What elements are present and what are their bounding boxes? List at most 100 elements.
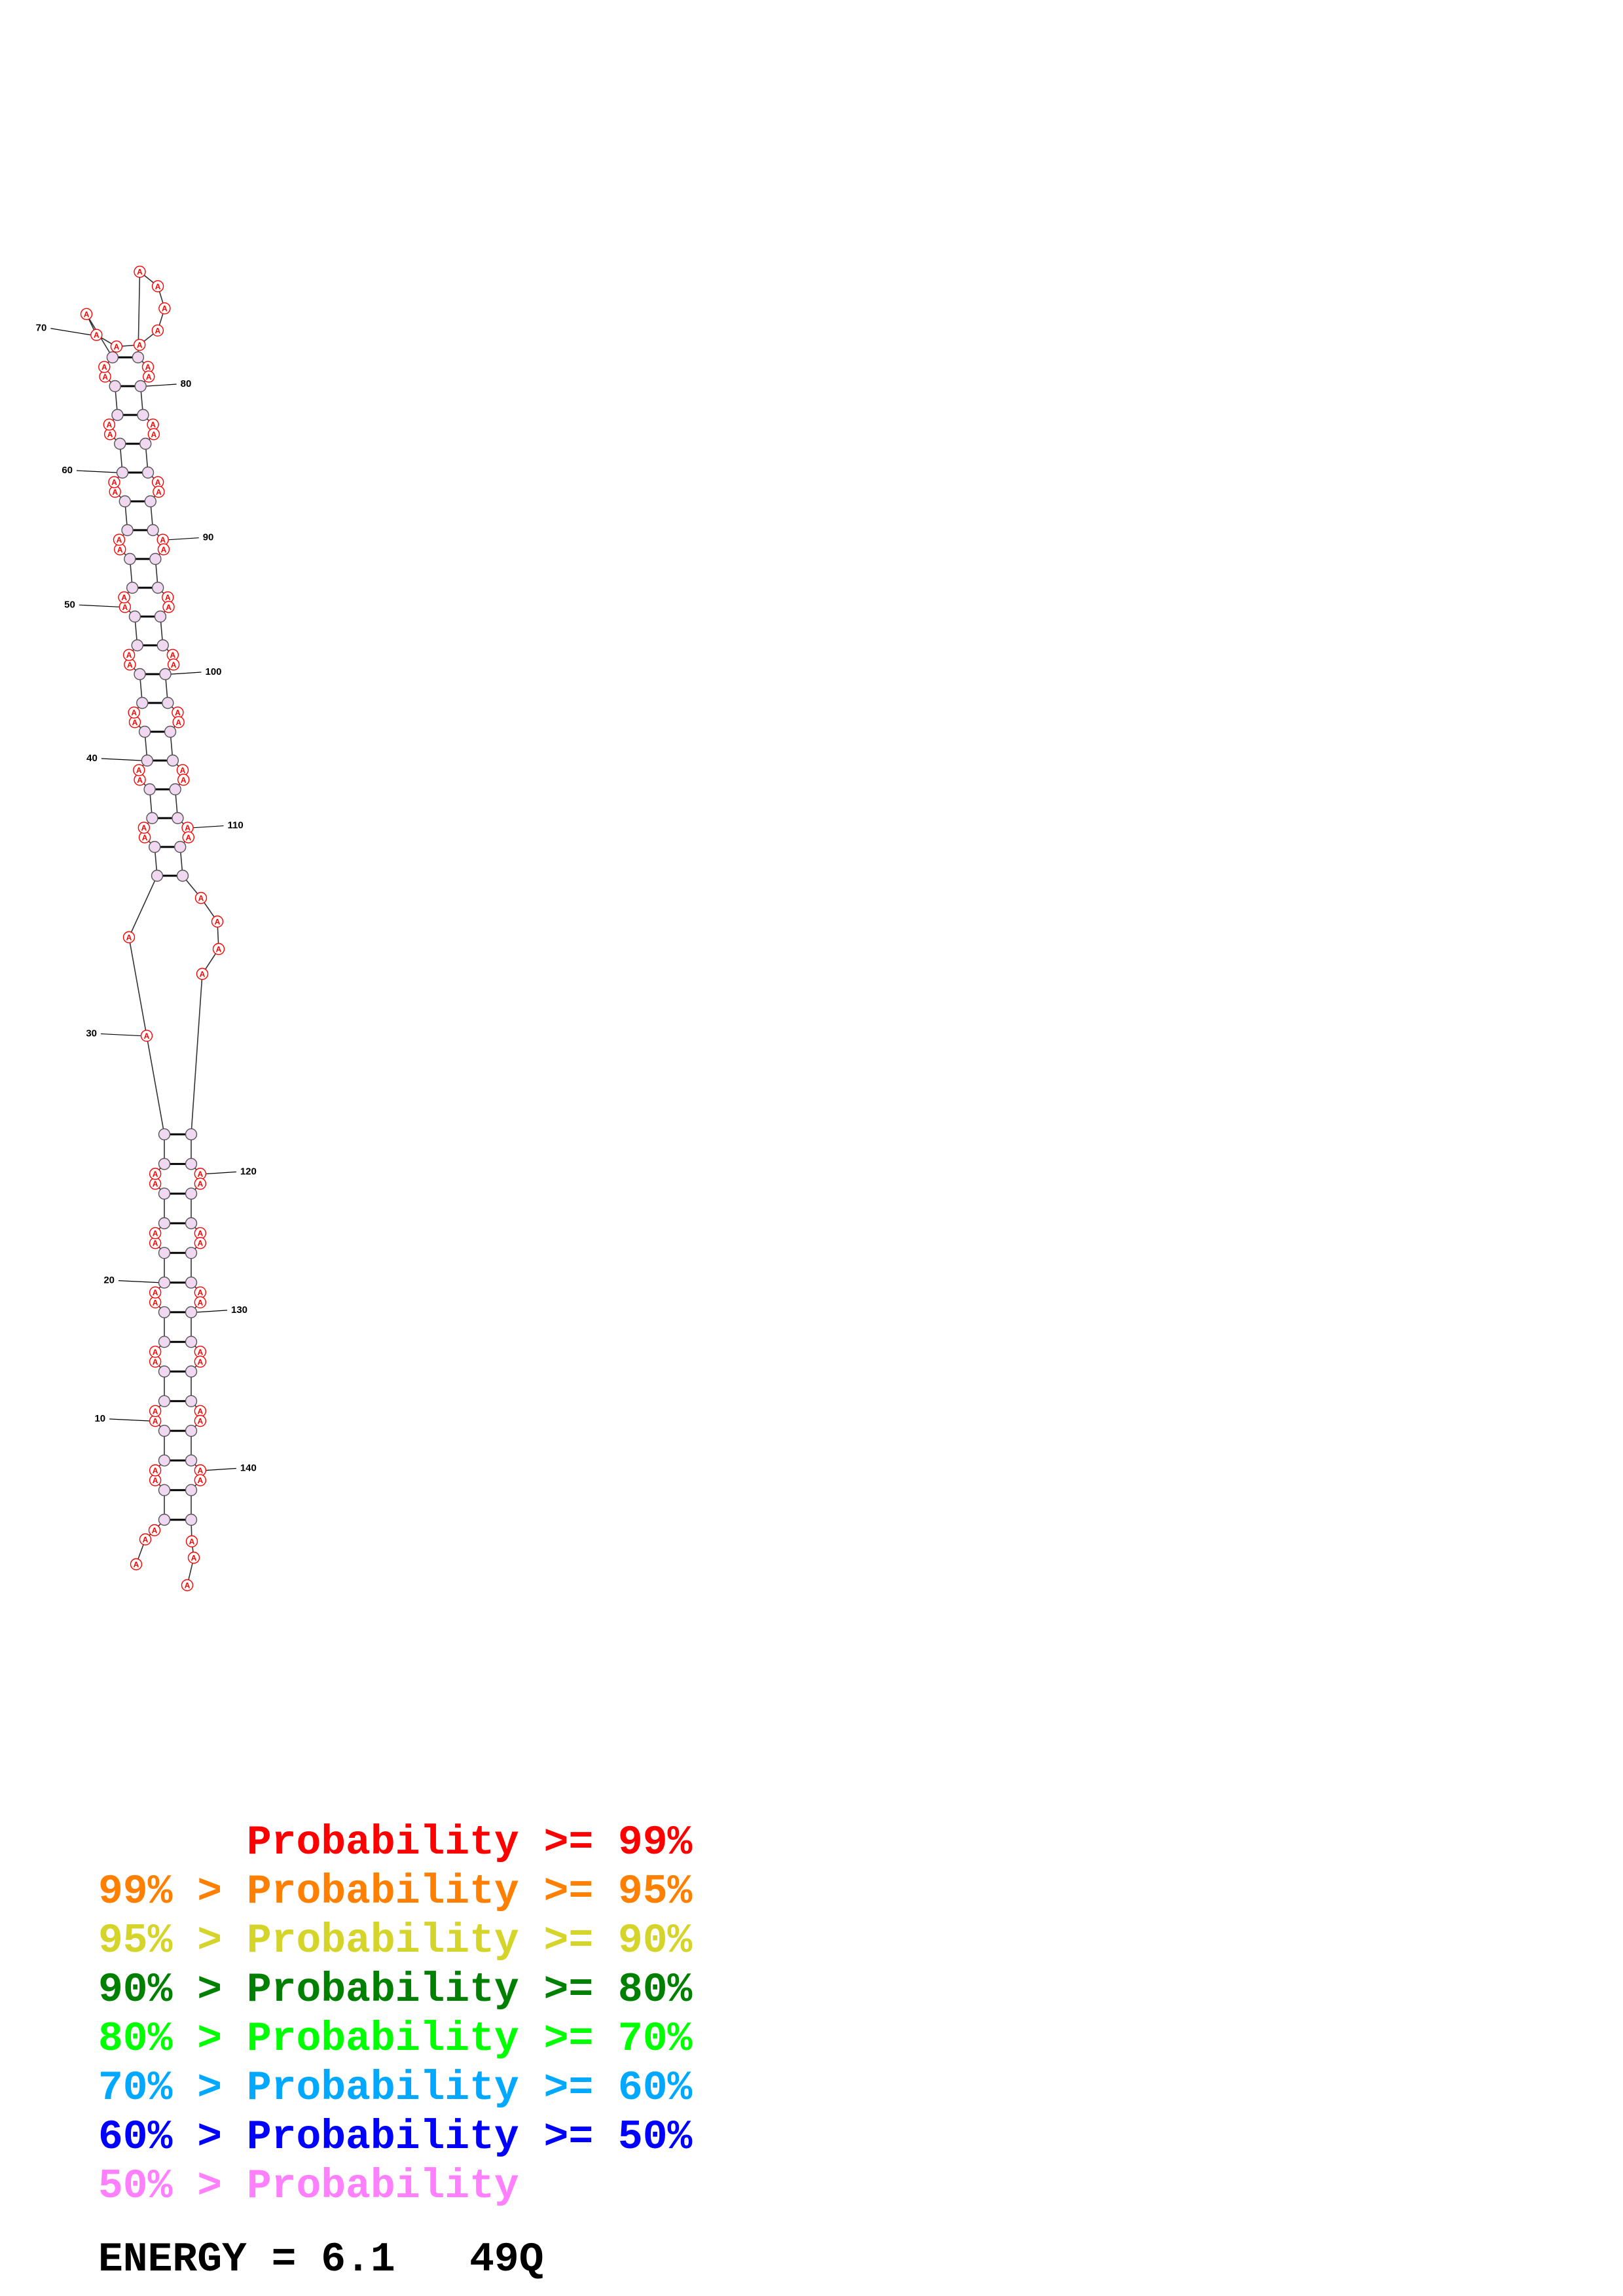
nucleotide-unpaired: A — [149, 1464, 162, 1477]
nucleotide-letter: A — [153, 1417, 158, 1426]
position-label: 20 — [103, 1275, 115, 1286]
nucleotide-circle — [166, 754, 179, 767]
nucleotide-paired — [158, 1424, 171, 1437]
nucleotide-circle — [116, 466, 129, 479]
nucleotide-paired — [185, 1306, 198, 1319]
nucleotide-circle — [132, 351, 145, 364]
nucleotide-letter: A — [165, 593, 171, 602]
position-tick — [206, 1467, 236, 1471]
nucleotide-letter: A — [198, 1298, 204, 1307]
nucleotide-unpaired: A — [194, 1286, 207, 1299]
nucleotide-circle — [124, 552, 136, 565]
nucleotide-circle — [169, 783, 181, 796]
nucleotide-circle — [185, 1158, 198, 1170]
nucleotide-circle — [133, 338, 146, 351]
nucleotide-circle — [158, 1365, 171, 1378]
nucleotide-unpaired: A — [122, 931, 136, 944]
nucleotide-letter: A — [185, 1581, 191, 1590]
nucleotide-circle — [211, 915, 224, 928]
nucleotide-letter: A — [153, 1357, 158, 1367]
nucleotide-circle — [143, 783, 156, 796]
nucleotide-letter: A — [200, 970, 206, 979]
nucleotide-unpaired: A — [143, 370, 155, 383]
nucleotide-paired — [151, 581, 164, 594]
nucleotide-letter: A — [146, 372, 152, 382]
nucleotide-circle — [133, 764, 145, 776]
nucleotide-paired — [138, 725, 151, 738]
nucleotide-letter: A — [153, 1407, 158, 1416]
position-label: 110 — [228, 820, 244, 831]
nucleotide-paired — [154, 610, 167, 623]
nucleotide-unpaired: A — [110, 340, 123, 353]
nucleotide-circle — [144, 495, 157, 508]
position-tick — [118, 1280, 159, 1283]
nucleotide-circle — [162, 601, 175, 613]
nucleotide-letter: A — [151, 430, 156, 439]
nucleotide-circle — [196, 967, 209, 980]
nucleotide-circle — [148, 1524, 161, 1537]
nucleotide-letter: A — [111, 478, 117, 487]
nucleotide-circle — [158, 1158, 171, 1170]
nucleotide-circle — [158, 1335, 171, 1348]
nucleotide-circle — [137, 408, 149, 422]
nucleotide-unpaired: A — [133, 338, 146, 351]
position-tick — [193, 825, 224, 829]
nucleotide-circle — [146, 812, 158, 825]
nucleotide-letter: A — [145, 363, 151, 372]
nucleotide-letter: A — [198, 1348, 204, 1357]
nucleotide-unpaired: A — [148, 1524, 161, 1537]
nucleotide-unpaired: A — [172, 716, 185, 728]
nucleotide-letter: A — [198, 1179, 204, 1189]
nucleotide-circle — [185, 1395, 198, 1408]
nucleotide-paired — [169, 783, 181, 796]
nucleotide-paired — [174, 840, 187, 853]
nucleotide-letter: A — [136, 766, 142, 775]
nucleotide-letter: A — [198, 1229, 204, 1238]
position-label: 130 — [231, 1304, 247, 1316]
nucleotide-letter: A — [175, 708, 181, 717]
nucleotide-circle — [106, 351, 119, 364]
nucleotide-letter: A — [117, 535, 122, 545]
nucleotide-paired — [185, 1365, 198, 1378]
nucleotide-circle — [154, 610, 167, 623]
nucleotide-unpaired: A — [134, 266, 146, 278]
nucleotide-letter: A — [185, 823, 191, 833]
nucleotide-circle — [185, 1187, 198, 1200]
nucleotide-circle — [185, 1217, 198, 1230]
nucleotide-circle — [138, 725, 151, 738]
nucleotide-letter: A — [191, 1554, 197, 1563]
nucleotide-letter: A — [153, 1476, 158, 1485]
nucleotide-letter: A — [155, 478, 161, 487]
nucleotide-letter: A — [152, 1526, 158, 1535]
position-label: 140 — [240, 1463, 257, 1474]
nucleotide-circle — [159, 668, 172, 681]
nucleotide-paired — [134, 668, 146, 681]
nucleotide-circle — [137, 821, 151, 834]
nucleotide-letter: A — [153, 1288, 158, 1297]
nucleotide-circle — [194, 1474, 207, 1486]
nucleotide-paired — [185, 1454, 198, 1467]
nucleotide-paired — [185, 1335, 198, 1348]
nucleotide-letter: A — [137, 268, 143, 277]
nucleotide-letter: A — [112, 488, 118, 497]
nucleotide-paired — [185, 1484, 198, 1496]
nucleotide-circle — [185, 1454, 198, 1467]
nucleotide-letter: A — [132, 718, 138, 727]
position-label: 60 — [62, 465, 73, 476]
nucleotide-letter: A — [153, 1239, 158, 1248]
nucleotide-letter: A — [144, 1031, 150, 1041]
nucleotide-paired — [109, 380, 121, 393]
nucleotide-paired — [158, 1395, 171, 1408]
nucleotide-circle — [151, 581, 164, 594]
nucleotide-unpaired: A — [162, 591, 174, 603]
nucleotide-letter: A — [137, 340, 143, 350]
nucleotide-unpaired: A — [212, 942, 225, 956]
nucleotide-paired — [185, 1276, 198, 1289]
nucleotide-circle — [158, 1128, 171, 1141]
nucleotide-letter: A — [198, 1476, 204, 1485]
nucleotide-circle — [119, 495, 132, 508]
position-label: 80 — [181, 378, 192, 389]
nucleotide-unpaired: A — [162, 601, 175, 613]
nucleotide-unpaired: A — [149, 1405, 162, 1418]
nucleotide-paired — [121, 524, 134, 537]
